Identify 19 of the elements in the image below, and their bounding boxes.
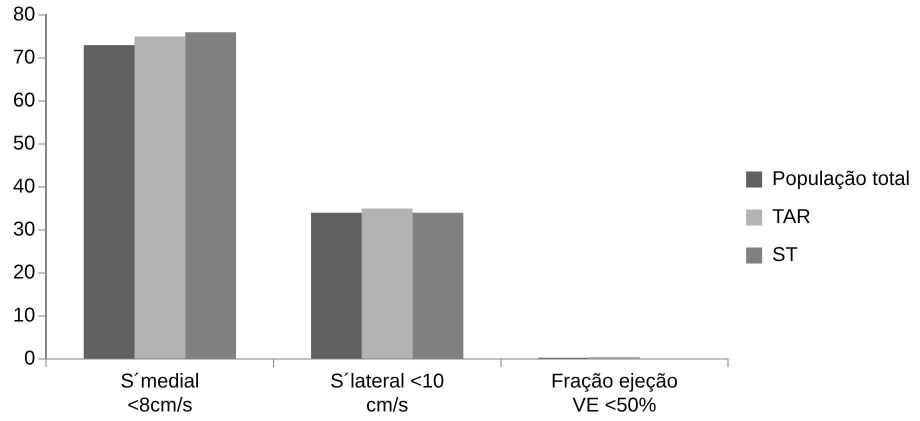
y-tick-label: 50: [12, 132, 36, 155]
y-tick-label: 70: [12, 46, 36, 69]
y-tick-label: 30: [12, 218, 36, 241]
y-tick-label: 40: [12, 176, 36, 198]
y-tick-label: 60: [12, 90, 36, 112]
legend-label: TAR: [772, 206, 811, 228]
y-tick-label: 20: [12, 262, 36, 284]
y-tick-label: 0: [24, 348, 36, 370]
x-tick-label: S´lateral <10 cm/s: [330, 370, 444, 417]
y-tick-label: 80: [12, 4, 36, 26]
bar: [134, 36, 186, 358]
legend-label: População total: [772, 168, 910, 190]
bar: [311, 212, 362, 358]
bar: [84, 45, 135, 358]
y-tick-label: 10: [12, 304, 36, 327]
x-tick-label: Fração ejeção VE <50%: [551, 370, 678, 417]
bar: [362, 208, 413, 358]
x-tick-label: S´medial <8cm/s: [120, 370, 200, 417]
legend-label: ST: [772, 244, 798, 266]
